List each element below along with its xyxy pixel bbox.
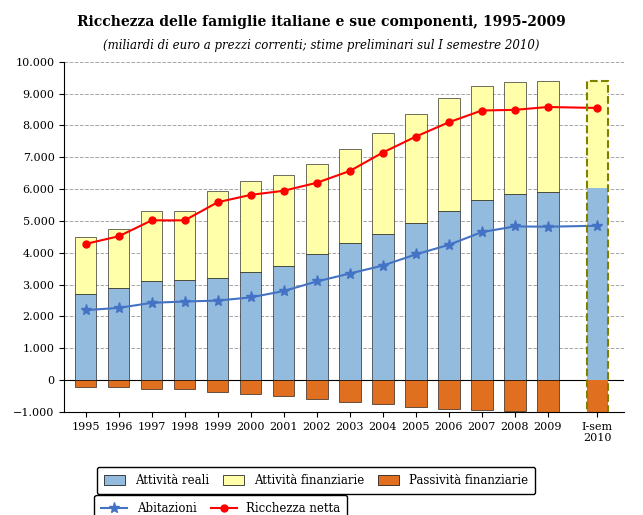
Bar — [174, 212, 195, 280]
Bar — [141, 282, 163, 380]
Bar — [405, 380, 426, 407]
Legend: Abitazioni, Ricchezza netta: Abitazioni, Ricchezza netta — [95, 495, 347, 515]
Bar — [240, 181, 262, 272]
Bar — [372, 234, 394, 380]
Bar — [240, 272, 262, 380]
Bar — [75, 294, 96, 380]
Bar — [405, 114, 426, 222]
Bar — [207, 278, 228, 380]
Bar — [273, 380, 294, 396]
Text: Ricchezza delle famiglie italiane e sue componenti, 1995-2009: Ricchezza delle famiglie italiane e sue … — [77, 15, 566, 29]
Bar — [174, 280, 195, 380]
Bar — [586, 81, 608, 414]
Text: (miliardi di euro a prezzi correnti; stime preliminari sul I semestre 2010): (miliardi di euro a prezzi correnti; sti… — [104, 39, 539, 52]
Bar — [108, 288, 129, 380]
Bar — [306, 254, 327, 380]
Bar — [504, 82, 525, 194]
Bar — [108, 380, 129, 387]
Bar — [504, 380, 525, 411]
Bar — [75, 380, 96, 387]
Bar — [339, 149, 361, 243]
Bar — [438, 212, 460, 380]
Bar — [273, 175, 294, 266]
Bar — [207, 380, 228, 391]
Bar — [537, 380, 559, 412]
Bar — [537, 81, 559, 192]
Bar — [471, 380, 493, 410]
Bar — [471, 200, 493, 380]
Bar — [174, 380, 195, 389]
Bar — [586, 380, 608, 414]
Bar — [141, 212, 163, 282]
Bar — [471, 85, 493, 200]
Bar — [75, 237, 96, 294]
Bar — [586, 81, 608, 187]
Bar — [240, 380, 262, 394]
Bar — [339, 380, 361, 402]
Bar — [537, 192, 559, 380]
Bar — [405, 222, 426, 380]
Bar — [438, 98, 460, 212]
Bar — [141, 380, 163, 389]
Bar — [273, 266, 294, 380]
Bar — [504, 194, 525, 380]
Bar — [372, 133, 394, 234]
Bar — [306, 164, 327, 254]
Bar — [438, 380, 460, 409]
Bar — [372, 380, 394, 404]
Bar — [207, 191, 228, 278]
Bar — [586, 187, 608, 380]
Bar — [339, 243, 361, 380]
Bar — [108, 229, 129, 288]
Bar — [306, 380, 327, 399]
